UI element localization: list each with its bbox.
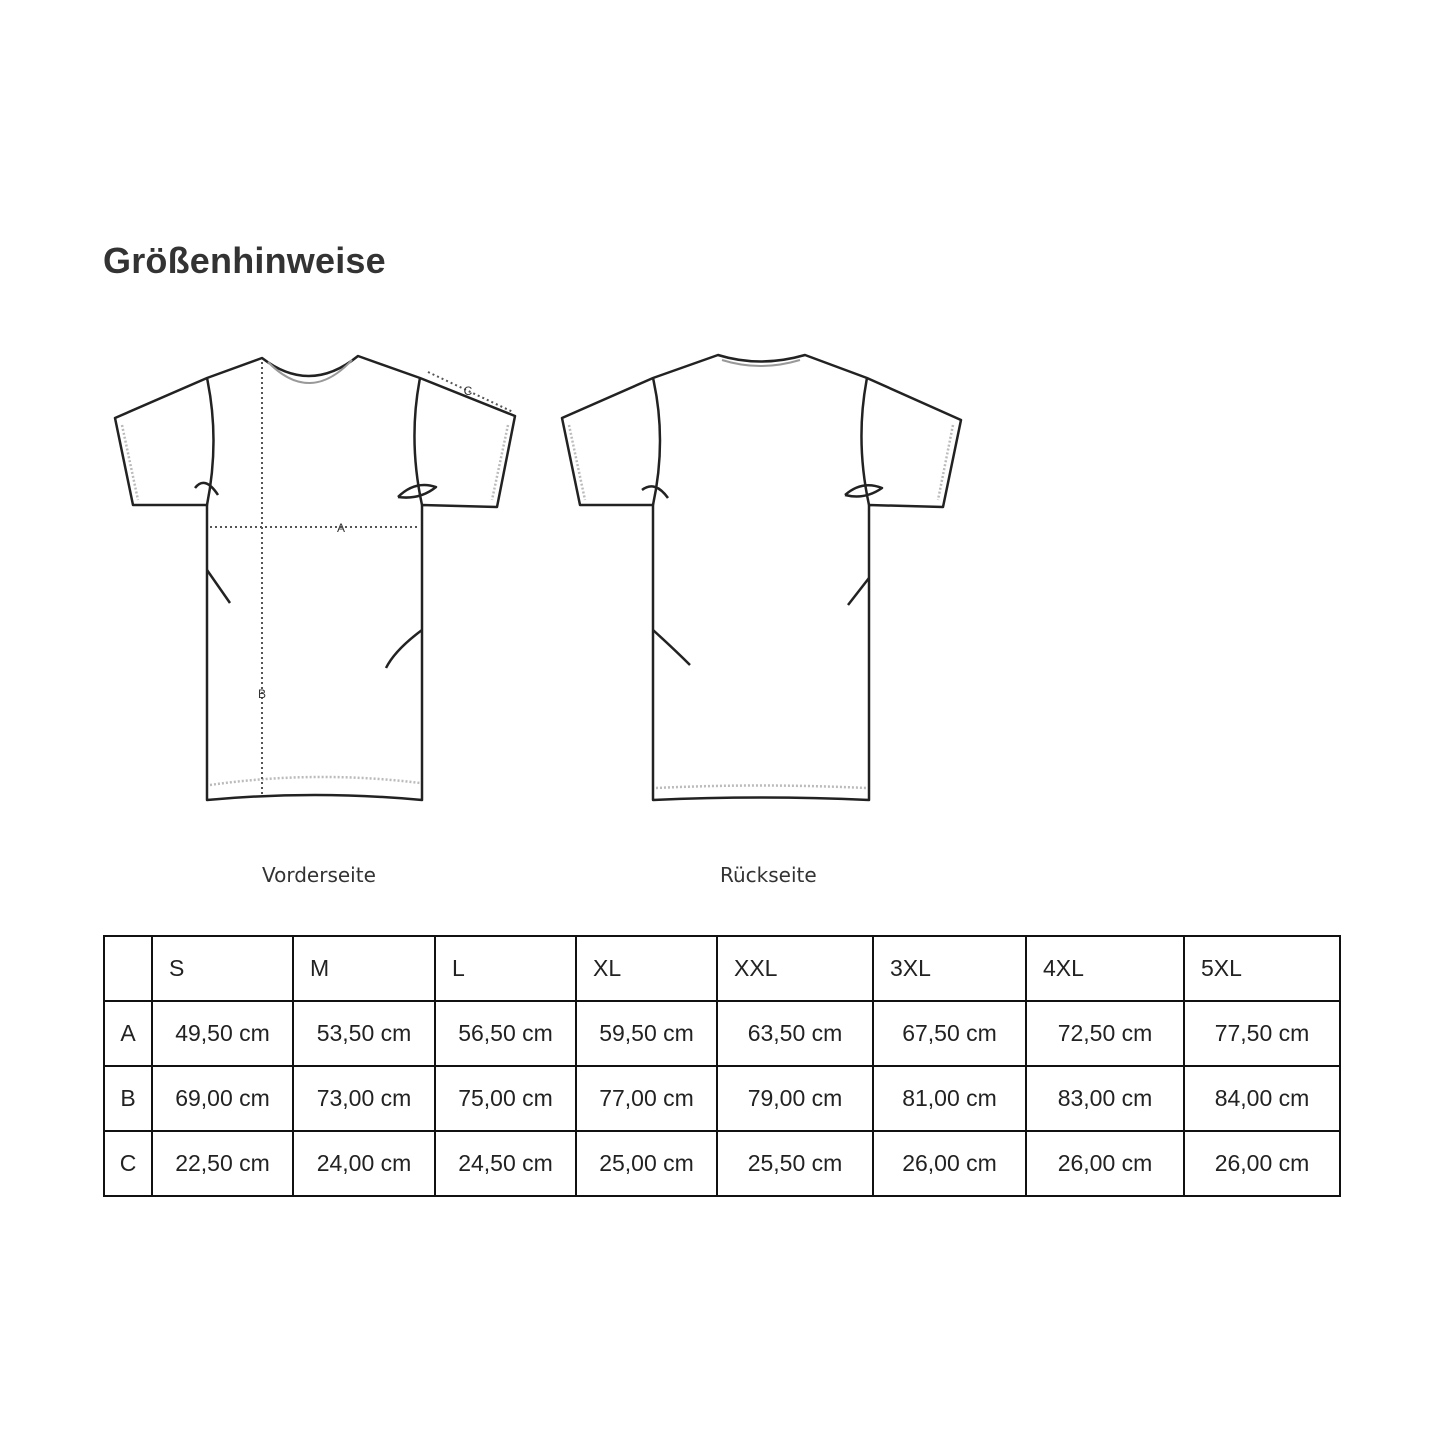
tshirt-diagram: A B C [113,353,963,802]
table-cell: 26,00 cm [1025,1130,1185,1197]
measure-c-line [427,371,514,413]
row-label: B [103,1065,153,1132]
table-cell: 77,00 cm [575,1065,718,1132]
header-cell: XXL [716,935,874,1002]
table-cell: 24,00 cm [292,1130,436,1197]
row-label: C [103,1130,153,1197]
front-tshirt-drawing [113,354,517,802]
measure-lines [210,362,514,795]
header-cell: 5XL [1183,935,1341,1002]
table-row: C 22,50 cm 24,00 cm 24,50 cm 25,00 cm 25… [103,1130,1341,1197]
header-cell: M [292,935,436,1002]
measure-b-label: B [258,687,266,701]
table-cell: 22,50 cm [151,1130,294,1197]
front-caption: Vorderseite [262,863,376,887]
table-header-row: S M L XL XXL 3XL 4XL 5XL [103,935,1341,1002]
table-cell: 25,50 cm [716,1130,874,1197]
header-cell: XL [575,935,718,1002]
header-cell [103,935,153,1002]
table-cell: 69,00 cm [151,1065,294,1132]
table-row: B 69,00 cm 73,00 cm 75,00 cm 77,00 cm 79… [103,1065,1341,1132]
table-cell: 75,00 cm [434,1065,577,1132]
header-cell: 4XL [1025,935,1185,1002]
table-cell: 24,50 cm [434,1130,577,1197]
table-cell: 67,50 cm [872,1000,1027,1067]
table-cell: 26,00 cm [872,1130,1027,1197]
back-caption: Rückseite [720,863,817,887]
table-cell: 73,00 cm [292,1065,436,1132]
table-cell: 83,00 cm [1025,1065,1185,1132]
table-cell: 72,50 cm [1025,1000,1185,1067]
table-cell: 26,00 cm [1183,1130,1341,1197]
table-cell: 56,50 cm [434,1000,577,1067]
table-cell: 77,50 cm [1183,1000,1341,1067]
table-cell: 81,00 cm [872,1065,1027,1132]
table-cell: 59,50 cm [575,1000,718,1067]
measure-a-label: A [337,521,345,535]
back-tshirt-drawing [560,353,963,802]
table-row: A 49,50 cm 53,50 cm 56,50 cm 59,50 cm 63… [103,1000,1341,1067]
table-cell: 79,00 cm [716,1065,874,1132]
size-table: S M L XL XXL 3XL 4XL 5XL A 49,50 cm 53,5… [103,935,1341,1197]
row-label: A [103,1000,153,1067]
header-cell: L [434,935,577,1002]
table-cell: 84,00 cm [1183,1065,1341,1132]
table-cell: 63,50 cm [716,1000,874,1067]
header-cell: 3XL [872,935,1027,1002]
table-cell: 49,50 cm [151,1000,294,1067]
table-cell: 53,50 cm [292,1000,436,1067]
table-cell: 25,00 cm [575,1130,718,1197]
header-cell: S [151,935,294,1002]
measure-c-label: C [464,384,473,398]
page-title: Größenhinweise [103,240,386,281]
